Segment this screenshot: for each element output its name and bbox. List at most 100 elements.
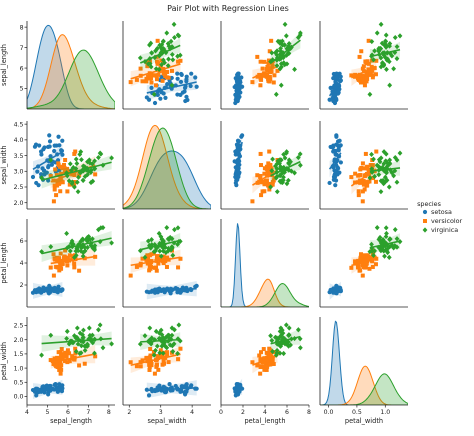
point-versicolor (154, 77, 159, 82)
point-versicolor (58, 371, 63, 376)
point-virginica (379, 245, 385, 251)
point-versicolor (370, 176, 375, 181)
point-virginica (153, 48, 158, 54)
y-tick-label: 6 (20, 238, 24, 245)
point-versicolor (148, 262, 153, 267)
panel-petal_length-vs-sepal_length (26, 219, 115, 308)
point-versicolor (140, 79, 145, 84)
regression-line-versicolor (252, 354, 278, 366)
point-versicolor (154, 363, 159, 368)
point-virginica (387, 43, 392, 49)
point-virginica (67, 161, 73, 167)
point-setosa (338, 74, 343, 79)
point-versicolor (259, 350, 264, 355)
point-setosa (422, 209, 428, 215)
point-virginica (156, 230, 162, 237)
point-versicolor (361, 178, 366, 183)
point-versicolor (356, 193, 361, 198)
point-virginica (286, 50, 292, 57)
point-versicolor (77, 363, 82, 368)
point-virginica (286, 160, 291, 166)
point-virginica (383, 158, 389, 164)
point-setosa (189, 71, 194, 76)
point-setosa (57, 382, 62, 387)
point-versicolor (70, 354, 75, 359)
point-virginica (384, 230, 389, 237)
point-virginica (70, 164, 76, 171)
regression-line-virginica (369, 240, 401, 249)
point-setosa (167, 382, 172, 387)
point-versicolor (55, 355, 60, 360)
regression-line-virginica (140, 239, 181, 251)
point-versicolor (63, 158, 68, 163)
panel-sepal_width-vs-sepal_length (26, 121, 115, 210)
y-tick-label: 2.0 (14, 200, 24, 207)
y-tick-label: 2 (20, 282, 24, 289)
point-setosa (184, 94, 189, 99)
point-virginica (268, 333, 273, 339)
point-virginica (284, 341, 290, 347)
point-versicolor (82, 361, 87, 366)
x-axis-label: petal_length (244, 417, 285, 425)
point-virginica (277, 178, 283, 184)
point-setosa (327, 180, 332, 186)
point-versicolor (144, 79, 149, 84)
point-setosa (334, 133, 339, 138)
point-versicolor (161, 261, 166, 266)
point-virginica (161, 46, 166, 52)
point-setosa (60, 152, 65, 157)
point-virginica (297, 345, 303, 351)
point-virginica (394, 44, 400, 50)
y-tick-label: 8 (20, 24, 24, 31)
regression-line-virginica (270, 160, 301, 177)
point-virginica (90, 178, 96, 184)
point-virginica (160, 57, 166, 63)
x-tick-label: 4 (25, 409, 29, 416)
point-virginica (166, 236, 172, 243)
point-versicolor (62, 354, 67, 359)
point-versicolor (60, 356, 65, 361)
point-virginica (369, 151, 374, 158)
point-versicolor (147, 362, 152, 367)
y-tick-label: 7 (20, 45, 24, 52)
point-virginica (151, 352, 157, 358)
point-virginica (270, 156, 276, 162)
point-setosa (53, 382, 58, 387)
point-setosa (240, 133, 245, 138)
point-versicolor (262, 59, 267, 64)
point-versicolor (145, 261, 150, 266)
point-versicolor (261, 347, 266, 352)
point-versicolor (154, 73, 159, 78)
y-tick-label: 4 (20, 260, 24, 267)
point-virginica (80, 332, 85, 338)
point-versicolor (361, 182, 366, 187)
point-virginica (156, 330, 162, 336)
point-virginica (381, 238, 386, 244)
point-virginica (374, 30, 380, 36)
point-setosa (333, 183, 338, 188)
point-virginica (158, 44, 164, 50)
regression-line-virginica (41, 161, 112, 181)
panel-sepal_length-vs-petal_width (319, 21, 408, 110)
regression-line-setosa (32, 386, 63, 392)
point-virginica (73, 252, 79, 258)
point-versicolor (153, 265, 158, 270)
density-setosa (27, 24, 115, 109)
point-versicolor (73, 346, 78, 351)
point-versicolor (271, 80, 276, 85)
point-setosa (184, 79, 189, 84)
panel-sepal_width-vs-petal_length (220, 121, 309, 210)
point-virginica (385, 56, 391, 62)
point-versicolor (358, 255, 363, 260)
point-versicolor (62, 256, 67, 261)
point-setosa (57, 168, 62, 173)
point-setosa (334, 71, 339, 76)
point-virginica (269, 50, 275, 56)
point-versicolor (178, 58, 183, 63)
point-versicolor (262, 367, 267, 372)
point-versicolor (264, 178, 269, 183)
point-setosa (44, 170, 49, 175)
point-versicolor (265, 73, 270, 78)
y-tick-label: 5 (20, 86, 24, 93)
